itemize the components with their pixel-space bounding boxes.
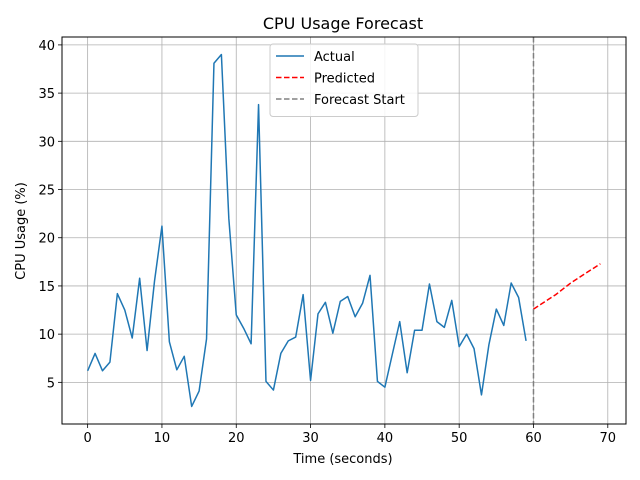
legend-label: Actual: [314, 50, 355, 65]
y-tick-label: 15: [38, 280, 55, 295]
x-tick-label: 20: [228, 431, 245, 446]
grid: [62, 37, 626, 424]
x-tick-label: 10: [154, 431, 171, 446]
y-tick-label: 25: [38, 184, 55, 199]
plot-frame: [61, 36, 627, 425]
x-tick-label: 0: [83, 431, 91, 446]
chart-title: CPU Usage Forecast: [263, 14, 423, 33]
plot-area: [86, 37, 601, 424]
y-tick-label: 40: [38, 39, 55, 54]
x-tick-label: 70: [600, 431, 617, 446]
y-tick-label: 5: [47, 376, 55, 391]
x-tick-label: 50: [451, 431, 468, 446]
series-line-actual: [86, 53, 527, 408]
legend: Actual Predicted Forecast Start: [269, 43, 419, 117]
x-tick-label: 40: [377, 431, 394, 446]
y-tick-label: 10: [38, 328, 55, 343]
axis-ticks: 0 10 20 30 40 50 60 70 5 10 15 20 25 30 35 40: [38, 39, 616, 446]
y-tick-label: 30: [38, 135, 55, 150]
x-tick-label: 30: [302, 431, 319, 446]
legend-box: [269, 43, 419, 117]
legend-label: Forecast Start: [314, 93, 405, 108]
y-tick-label: 35: [38, 87, 55, 102]
y-axis-label: CPU Usage (%): [14, 182, 29, 280]
x-tick-label: 60: [525, 431, 542, 446]
legend-label: Predicted: [314, 72, 375, 87]
series-line-predicted: [533, 263, 601, 310]
y-tick-label: 20: [38, 232, 55, 247]
x-axis-label: Time (seconds): [292, 452, 392, 467]
